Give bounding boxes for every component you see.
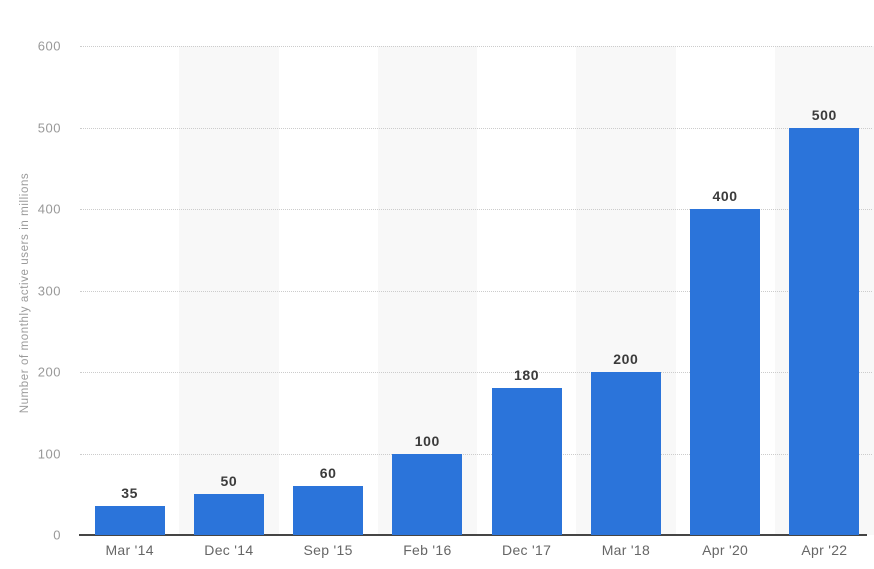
- bar-value-label: 100: [414, 432, 440, 449]
- x-tick-label: Apr '22: [801, 542, 848, 558]
- bar[interactable]: [293, 486, 364, 535]
- gridline: [80, 46, 872, 47]
- y-tick-label: 300: [37, 283, 61, 298]
- bar-value-label: 180: [514, 367, 540, 384]
- bar[interactable]: [690, 209, 761, 535]
- bar-value-label: 50: [220, 473, 238, 490]
- x-tick-label: Feb '16: [403, 542, 452, 558]
- y-tick-label: 0: [53, 527, 61, 543]
- x-tick-label: Apr '20: [702, 542, 749, 558]
- y-tick-label: 500: [37, 120, 61, 135]
- bar[interactable]: [590, 372, 661, 535]
- bar[interactable]: [392, 453, 463, 535]
- x-tick-label: Dec '14: [204, 542, 254, 558]
- x-tick-label: Sep '15: [303, 542, 353, 558]
- gridline: [80, 209, 872, 210]
- bar[interactable]: [789, 127, 860, 535]
- bar[interactable]: [193, 494, 264, 535]
- x-tick-label: Mar '14: [105, 542, 154, 558]
- bar-value-label: 200: [613, 351, 639, 367]
- plot-area: 35 50 60 100 180 200 400 500: [79, 46, 874, 536]
- bar-value-label: 35: [121, 485, 139, 502]
- y-tick-label: 600: [37, 38, 61, 54]
- bar-value-label: 60: [319, 465, 337, 482]
- gridline: [80, 290, 872, 292]
- x-axis-line: [79, 534, 867, 536]
- gridline: [80, 127, 872, 129]
- gridline: [80, 372, 872, 373]
- y-axis-tick-labels: 0 100 200 300 400 500 600: [0, 39, 61, 543]
- gridline: [80, 453, 872, 455]
- x-tick-label: Mar '18: [601, 542, 651, 558]
- y-tick-label: 200: [37, 364, 61, 380]
- y-tick-label: 400: [37, 201, 61, 217]
- x-axis-tick-labels: Mar '14 Dec '14 Sep '15 Feb '16 Dec '17 Mar '…: [80, 542, 874, 560]
- bar-value-label: 400: [712, 188, 738, 204]
- bar-value-label: 500: [811, 106, 837, 123]
- bar[interactable]: [94, 506, 165, 535]
- x-tick-label: Dec '17: [502, 542, 552, 558]
- y-tick-label: 100: [37, 446, 61, 461]
- bar[interactable]: [491, 388, 562, 535]
